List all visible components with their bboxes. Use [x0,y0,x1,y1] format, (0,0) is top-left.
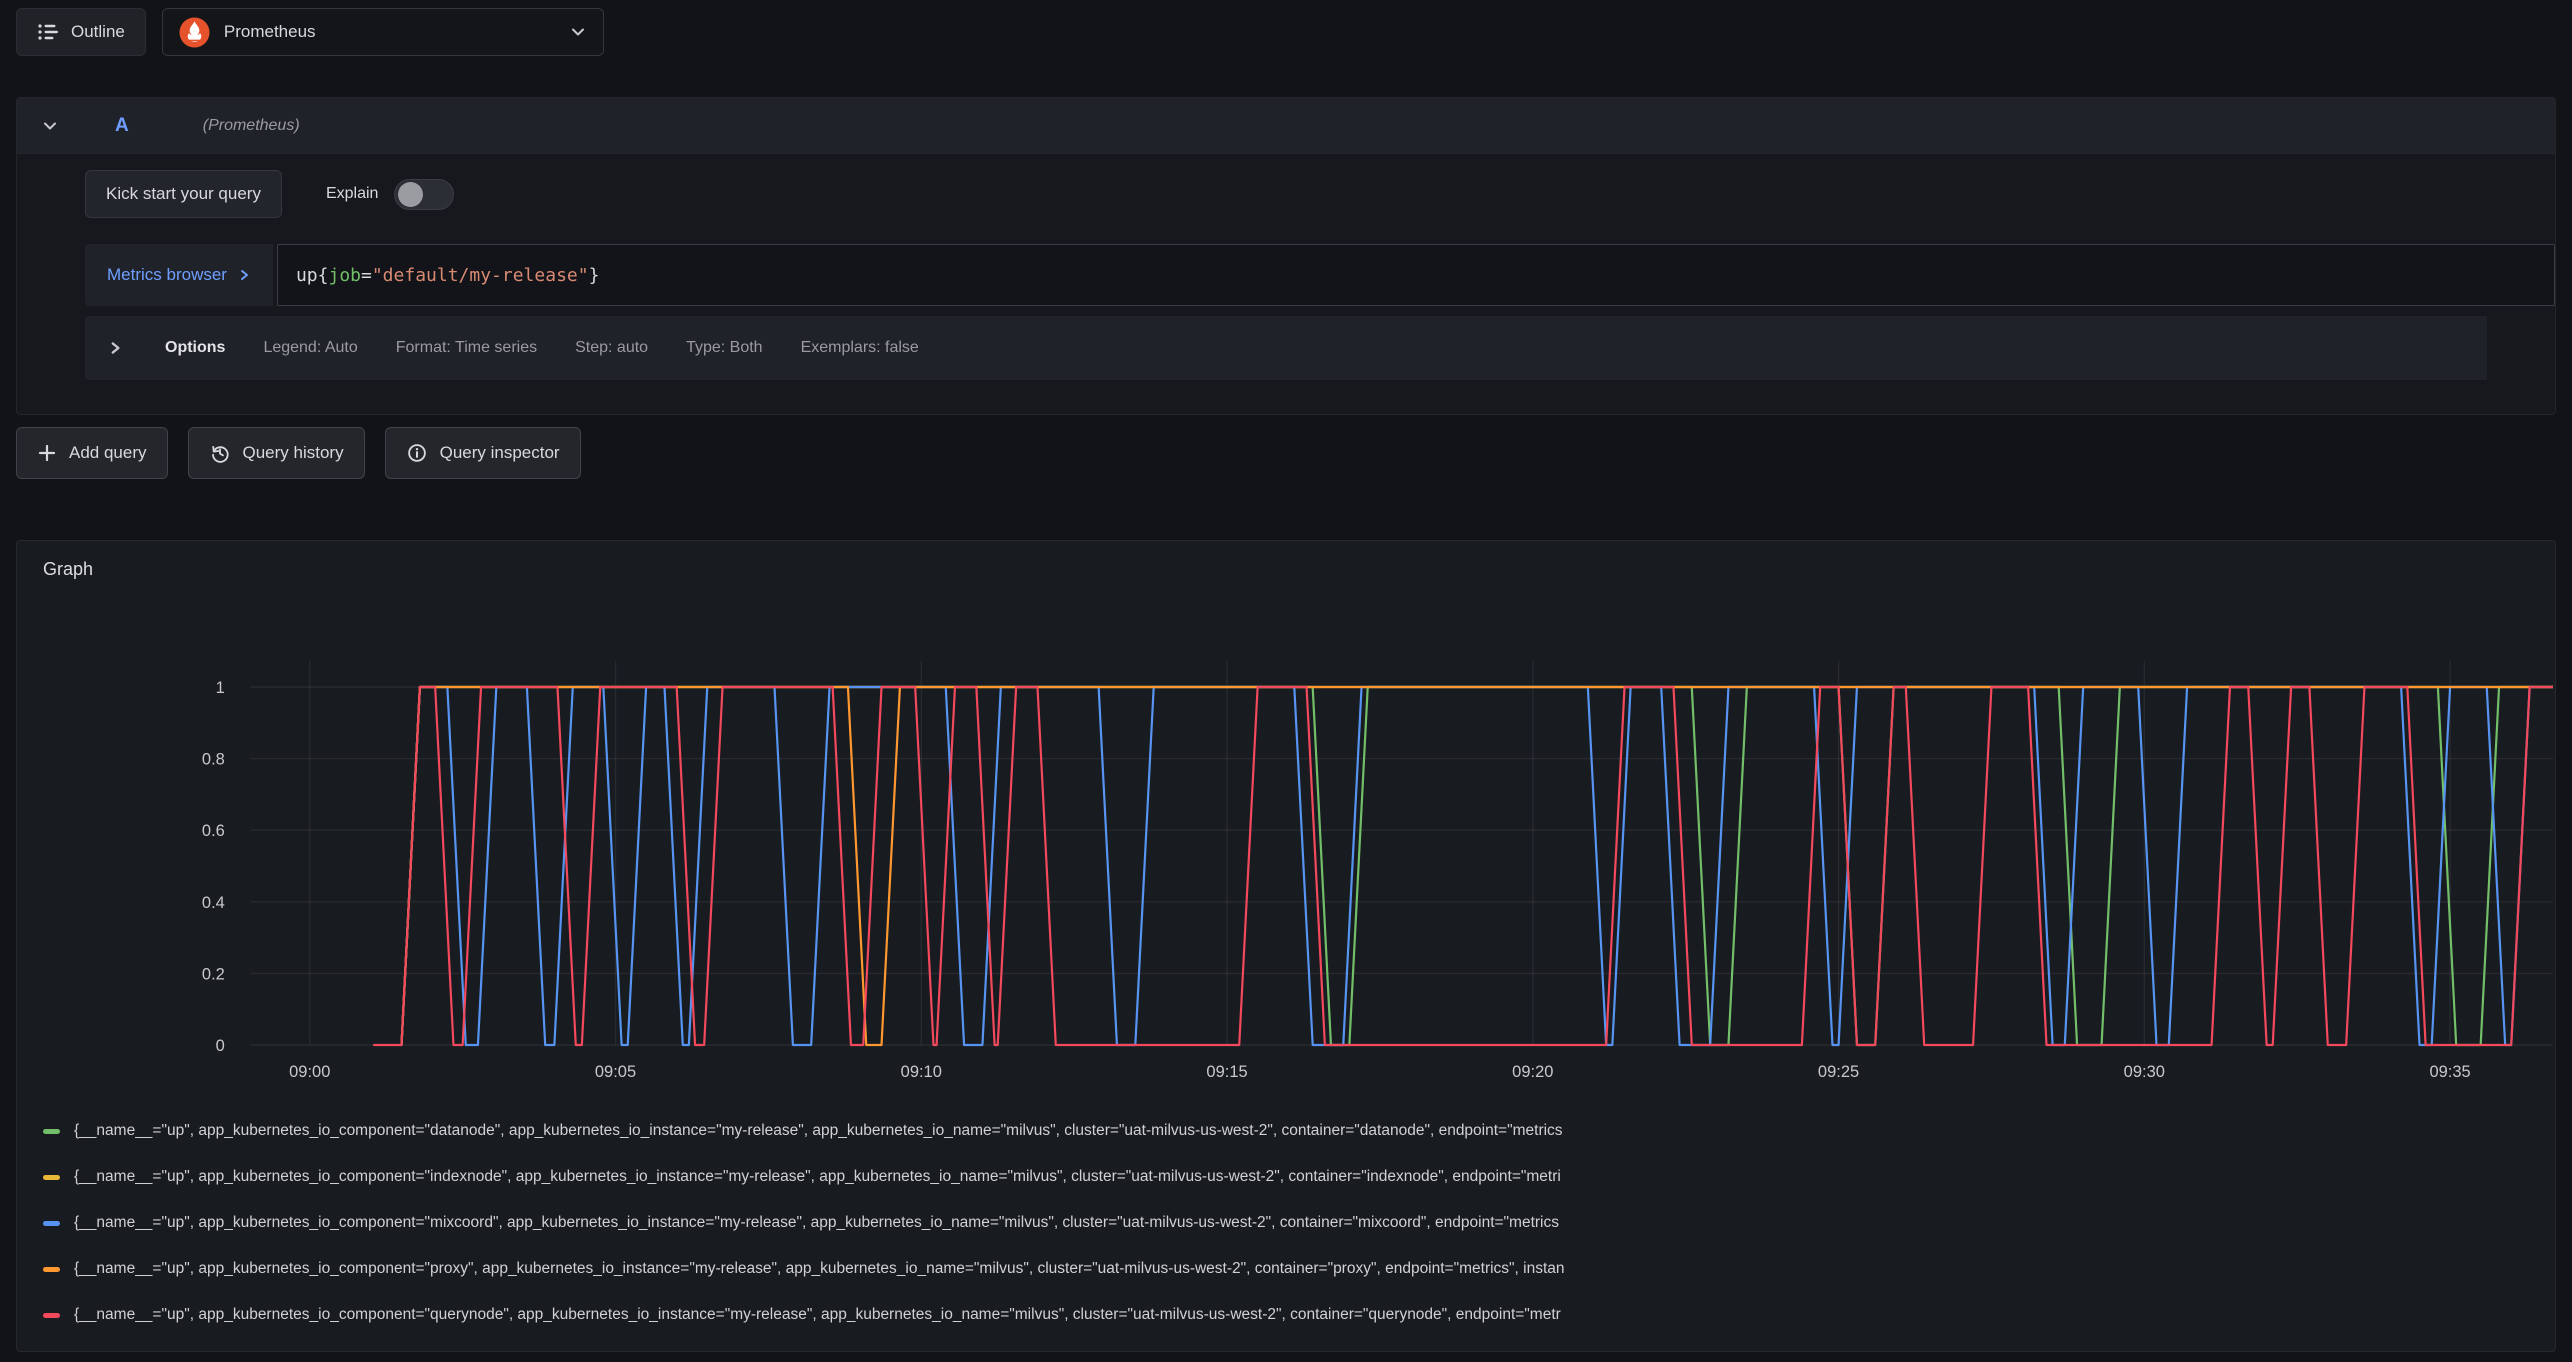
history-icon [211,446,229,463]
y-axis-tick-label: 0.8 [202,751,225,769]
legend-item-proxy[interactable]: {__name__="up", app_kubernetes_io_compon… [43,1246,2555,1292]
query-token: "default/my-release" [371,264,589,286]
legend-item-indexnode[interactable]: {__name__="up", app_kubernetes_io_compon… [43,1154,2555,1200]
query-token: job [328,264,361,286]
time-series-chart[interactable]: 0 0.2 0.4 0.6 0.8 1 09:00 09:05 09:10 09:15 09:20 0… [17,597,2555,1102]
outline-label: Outline [71,22,125,41]
query-datasource-hint: (Prometheus) [202,116,300,134]
option-summary-item: Legend: Auto [263,339,358,356]
x-axis-tick-label: 09:35 [2429,1063,2470,1081]
collapse-chevron-down-icon[interactable] [41,117,59,135]
query-inspector-button[interactable]: Query inspector [384,427,581,479]
legend-item-mixcoord[interactable]: {__name__="up", app_kubernetes_io_compon… [43,1200,2555,1246]
legend-item-querynode[interactable]: {__name__="up", app_kubernetes_io_compon… [43,1292,2555,1338]
x-axis-tick-label: 09:10 [901,1063,942,1081]
query-options-row[interactable]: Options Legend: Auto Format: Time series S… [85,316,2487,380]
chevron-down-icon [571,28,584,36]
legend-label: {__name__="up", app_kubernetes_io_compon… [74,1168,1561,1185]
x-axis-tick-label: 09:00 [289,1063,330,1081]
prometheus-logo-icon [179,16,210,48]
info-circle-icon [407,444,426,462]
query-row-body: Kick start your query Explain Metrics br… [17,154,2555,380]
y-axis-tick-label: 0.6 [202,822,225,840]
options-label: Options [165,339,226,356]
chart-legend: {__name__="up", app_kubernetes_io_compon… [17,1102,2555,1338]
option-summary-item: Exemplars: false [800,339,919,356]
promql-query-text: up{job="default/my-release"} [296,265,599,286]
series-line-proxy[interactable] [400,685,2555,1047]
metrics-browser-button[interactable]: Metrics browser [85,244,273,306]
time-series-plot[interactable]: 0 0.2 0.4 0.6 0.8 1 09:00 09:05 09:10 09:15 09:20 0… [17,597,2555,1102]
query-actions: Add query Query history Query inspector [16,427,581,479]
legend-color-pill [43,1174,60,1180]
options-chevron-right-icon[interactable] [107,340,123,356]
add-query-button[interactable]: Add query [16,427,168,479]
explain-toggle[interactable] [394,178,455,210]
toggle-knob [398,181,424,207]
query-ref-id: A [115,114,129,136]
plus-icon [38,444,56,462]
kick-start-query-button[interactable]: Kick start your query [85,170,282,218]
legend-label: {__name__="up", app_kubernetes_io_compon… [74,1306,1561,1323]
outline-list-icon [38,24,58,40]
option-summary-item: Type: Both [686,339,763,356]
query-token: } [588,264,600,286]
x-axis-tick-label: 09:15 [1206,1063,1247,1081]
x-axis-tick-label: 09:05 [595,1063,636,1081]
legend-label: {__name__="up", app_kubernetes_io_compon… [74,1122,1563,1139]
promql-query-input[interactable]: up{job="default/my-release"} [276,244,2555,306]
legend-item-datanode[interactable]: {__name__="up", app_kubernetes_io_compon… [43,1108,2555,1154]
x-axis-tick-label: 09:20 [1512,1063,1553,1081]
series-line-indexnode[interactable] [400,685,2555,1047]
query-editor-panel: A (Prometheus) Kick start your query Exp… [16,97,2556,415]
chevron-right-icon [240,270,248,280]
legend-color-pill [43,1220,60,1226]
datasource-selected-label: Prometheus [223,22,316,41]
graph-panel: Graph 0 0.2 0.4 0.6 0.8 1 09:00 09:05 09:10 09:15… [16,540,2556,1352]
y-axis-tick-label: 1 [216,679,225,697]
query-token: up{ [295,264,329,286]
option-summary-item: Format: Time series [395,339,538,356]
legend-color-pill [43,1266,60,1272]
option-summary-item: Step: auto [575,339,649,356]
query-history-button[interactable]: Query history [187,427,365,479]
top-toolbar: Outline Prometheus [16,8,604,56]
datasource-picker[interactable]: Prometheus [161,8,604,56]
outline-button[interactable]: Outline [16,8,146,56]
series-line-querynode[interactable] [372,685,2555,1047]
legend-label: {__name__="up", app_kubernetes_io_compon… [74,1214,1560,1231]
query-token: = [361,264,372,286]
y-axis-tick-label: 0.2 [202,965,225,983]
series-line-datanode[interactable] [400,685,2555,1047]
explain-label: Explain [325,185,379,202]
series-line-mixcoord[interactable] [400,685,2555,1047]
graph-panel-title: Graph [43,559,94,579]
legend-color-pill [43,1128,60,1134]
y-axis-tick-label: 0 [216,1037,225,1055]
legend-color-pill [43,1312,60,1318]
x-axis-tick-label: 09:30 [2124,1063,2165,1081]
options-summary: Legend: Auto Format: Time series Step: aut… [263,339,956,357]
legend-label: {__name__="up", app_kubernetes_io_compon… [74,1260,1565,1277]
query-row-header[interactable]: A (Prometheus) [17,98,2555,154]
y-axis-tick-label: 0.4 [202,894,225,912]
x-axis-tick-label: 09:25 [1818,1063,1859,1081]
